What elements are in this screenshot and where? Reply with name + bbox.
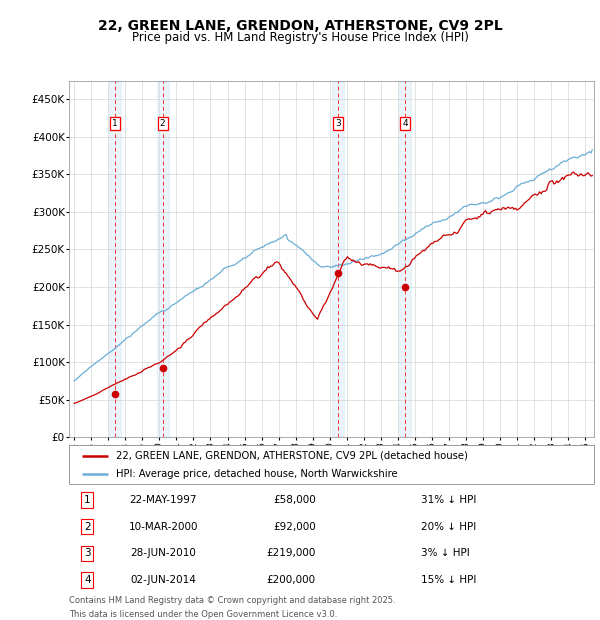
Text: This data is licensed under the Open Government Licence v3.0.: This data is licensed under the Open Gov… xyxy=(69,610,337,619)
Bar xyxy=(332,81,344,437)
Text: 3% ↓ HPI: 3% ↓ HPI xyxy=(421,548,470,559)
Text: £92,000: £92,000 xyxy=(273,521,316,532)
Text: 10-MAR-2000: 10-MAR-2000 xyxy=(129,521,198,532)
Bar xyxy=(399,81,411,437)
Text: 20% ↓ HPI: 20% ↓ HPI xyxy=(421,521,476,532)
Text: Contains HM Land Registry data © Crown copyright and database right 2025.: Contains HM Land Registry data © Crown c… xyxy=(69,596,395,606)
Text: 22-MAY-1997: 22-MAY-1997 xyxy=(130,495,197,505)
Text: 02-JUN-2014: 02-JUN-2014 xyxy=(131,575,196,585)
Bar xyxy=(157,81,169,437)
Text: 15% ↓ HPI: 15% ↓ HPI xyxy=(421,575,476,585)
Text: 2: 2 xyxy=(160,119,166,128)
Text: £58,000: £58,000 xyxy=(273,495,316,505)
Text: 3: 3 xyxy=(335,119,341,128)
Text: £200,000: £200,000 xyxy=(266,575,316,585)
Text: 4: 4 xyxy=(403,119,408,128)
FancyBboxPatch shape xyxy=(69,445,594,484)
Text: 28-JUN-2010: 28-JUN-2010 xyxy=(131,548,196,559)
Text: 1: 1 xyxy=(84,495,91,505)
Text: 22, GREEN LANE, GRENDON, ATHERSTONE, CV9 2PL: 22, GREEN LANE, GRENDON, ATHERSTONE, CV9… xyxy=(98,19,502,33)
Text: 2: 2 xyxy=(84,521,91,532)
Text: 3: 3 xyxy=(84,548,91,559)
Text: 1: 1 xyxy=(112,119,118,128)
Text: 22, GREEN LANE, GRENDON, ATHERSTONE, CV9 2PL (detached house): 22, GREEN LANE, GRENDON, ATHERSTONE, CV9… xyxy=(116,451,468,461)
Text: 31% ↓ HPI: 31% ↓ HPI xyxy=(421,495,476,505)
Text: £219,000: £219,000 xyxy=(266,548,316,559)
Text: 4: 4 xyxy=(84,575,91,585)
Bar xyxy=(109,81,121,437)
Text: HPI: Average price, detached house, North Warwickshire: HPI: Average price, detached house, Nort… xyxy=(116,469,398,479)
Text: Price paid vs. HM Land Registry's House Price Index (HPI): Price paid vs. HM Land Registry's House … xyxy=(131,31,469,44)
